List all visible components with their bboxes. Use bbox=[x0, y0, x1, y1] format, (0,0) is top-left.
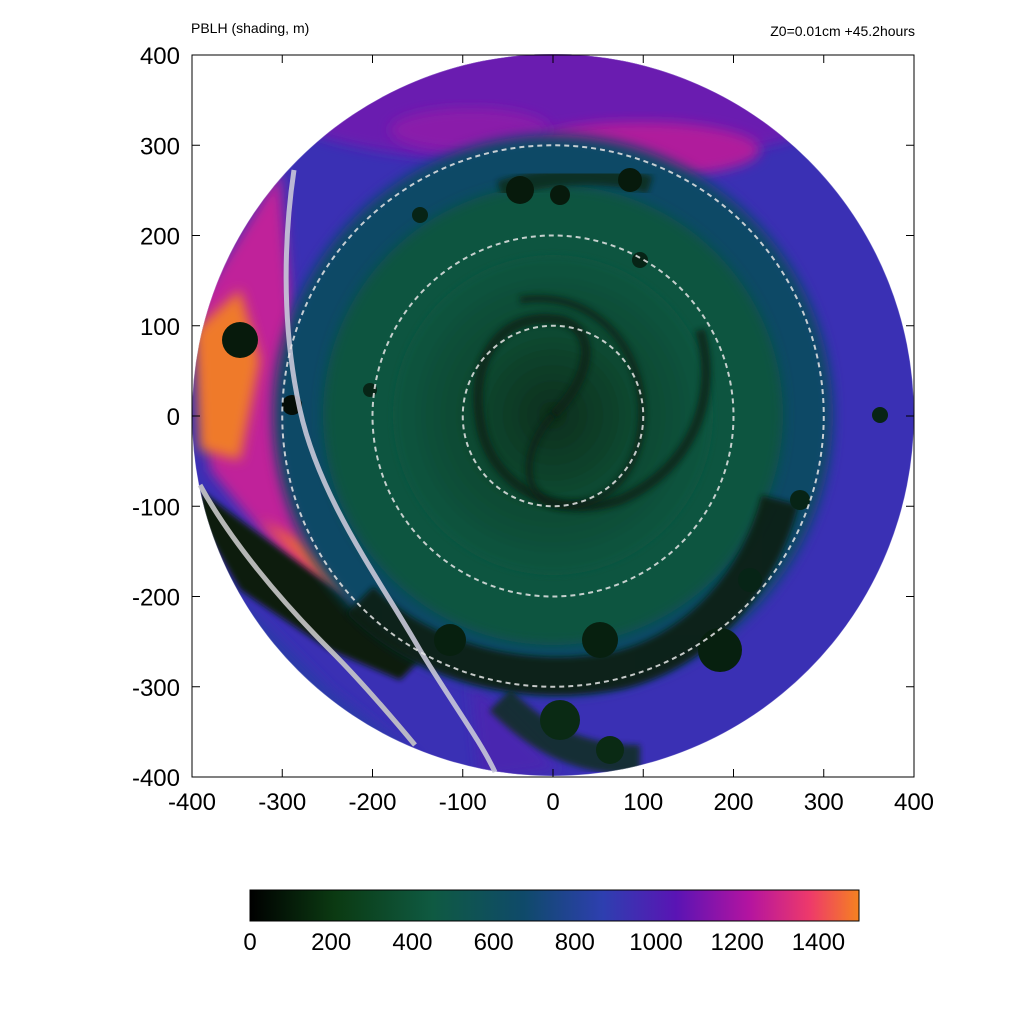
x-tick-label: 200 bbox=[713, 789, 753, 816]
pblh-field bbox=[192, 54, 914, 776]
y-tick-label: 200 bbox=[140, 224, 180, 251]
y-axis: 400 300 200 100 0 -100 -200 -300 -400 bbox=[132, 43, 914, 792]
range-ring-300 bbox=[281, 144, 825, 688]
run-info: Z0=0.01cm +45.2hours bbox=[770, 23, 915, 39]
colorbar-tick-label: 400 bbox=[392, 929, 432, 956]
colorbar-tick-label: 600 bbox=[474, 929, 514, 956]
x-tick-label: -100 bbox=[439, 789, 487, 816]
x-axis: -400 -300 -200 -100 0 100 200 300 400 bbox=[168, 55, 934, 816]
colorbar-tick-label: 1400 bbox=[792, 929, 845, 956]
colorbar-tick-label: 1000 bbox=[629, 929, 682, 956]
y-tick-label: -300 bbox=[132, 675, 180, 702]
y-tick-label: -200 bbox=[132, 585, 180, 612]
x-tick-label: -400 bbox=[168, 789, 216, 816]
colorbar bbox=[249, 889, 860, 922]
range-ring-200 bbox=[371, 234, 735, 598]
y-tick-label: -400 bbox=[132, 765, 180, 792]
y-tick-label: -100 bbox=[132, 494, 180, 521]
x-tick-label: 0 bbox=[546, 789, 559, 816]
y-tick-label: 0 bbox=[167, 404, 180, 431]
x-tick-label: -200 bbox=[348, 789, 396, 816]
field-title: PBLH (shading, m) bbox=[191, 20, 309, 36]
front-line-west bbox=[197, 483, 417, 747]
range-rings bbox=[281, 144, 825, 688]
y-tick-label: 100 bbox=[140, 314, 180, 341]
colorbar-ticks: 0 200 400 600 800 1000 1200 1400 bbox=[243, 929, 845, 956]
colorbar-tick-label: 200 bbox=[311, 929, 351, 956]
y-tick-label: 400 bbox=[140, 43, 180, 70]
x-tick-label: 300 bbox=[804, 789, 844, 816]
x-tick-label: -300 bbox=[258, 789, 306, 816]
colorbar-tick-label: 1200 bbox=[711, 929, 764, 956]
front-line-east bbox=[283, 169, 498, 774]
colorbar-tick-label: 800 bbox=[555, 929, 595, 956]
colorbar-tick-label: 0 bbox=[243, 929, 256, 956]
range-ring-100 bbox=[461, 324, 645, 508]
y-tick-label: 300 bbox=[140, 133, 180, 160]
x-tick-label: 400 bbox=[894, 789, 934, 816]
x-tick-label: 100 bbox=[623, 789, 663, 816]
